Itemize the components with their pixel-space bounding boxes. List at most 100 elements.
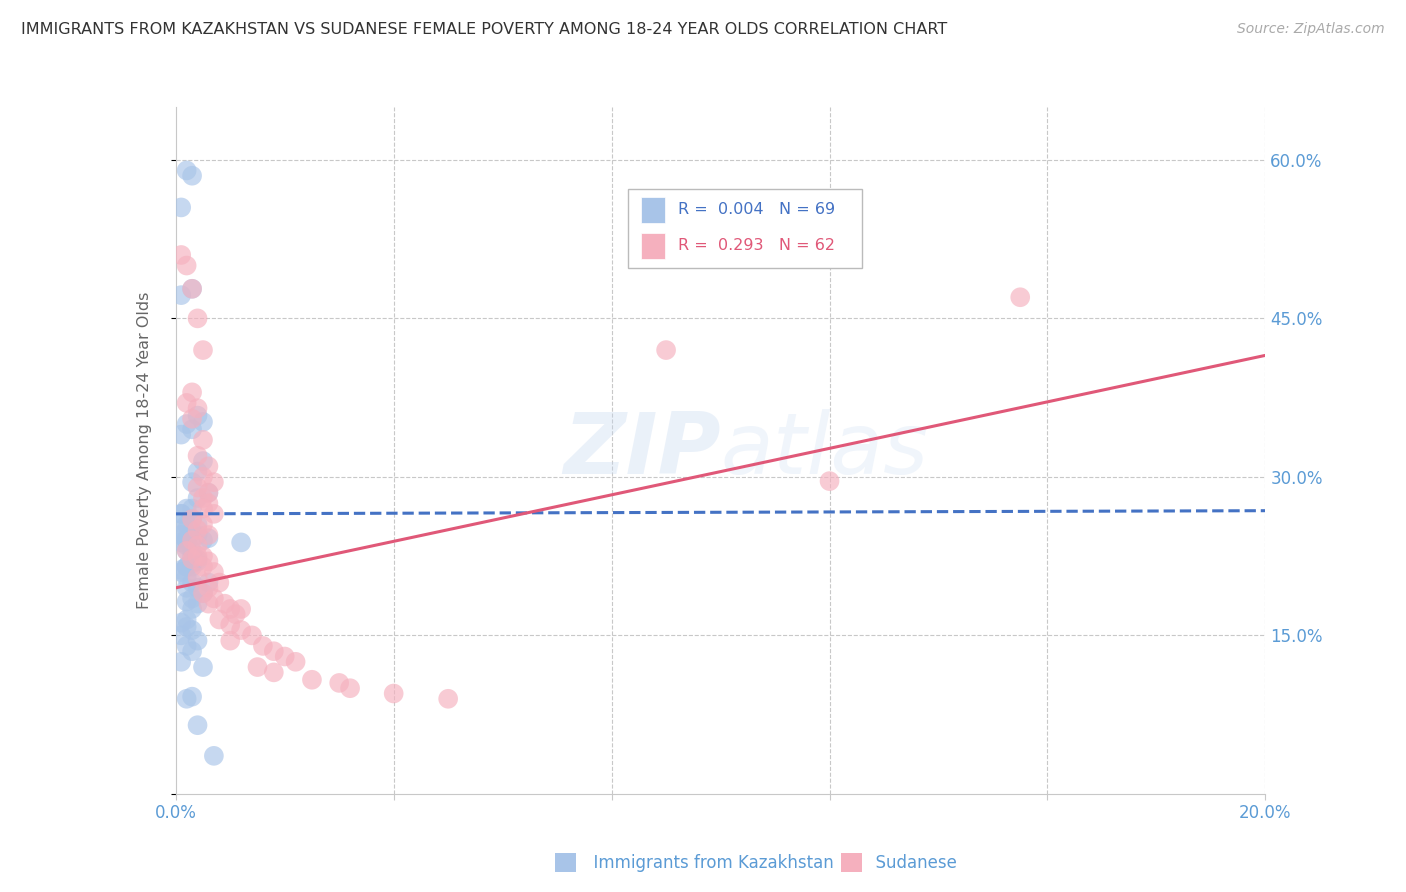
Point — [197, 485, 219, 500]
Point — [197, 459, 219, 474]
Point — [202, 591, 225, 606]
Point — [181, 690, 204, 704]
Point — [191, 501, 214, 516]
Point — [176, 559, 198, 574]
Point — [301, 673, 323, 687]
Point — [181, 552, 204, 566]
Point — [328, 676, 350, 690]
Point — [176, 570, 198, 584]
Point — [170, 628, 193, 642]
Point — [170, 563, 193, 577]
Point — [231, 623, 253, 637]
Point — [181, 602, 204, 616]
Point — [176, 533, 198, 548]
Point — [274, 649, 297, 664]
Point — [181, 512, 204, 526]
Point — [176, 691, 198, 706]
Point — [181, 623, 204, 637]
Point — [176, 163, 198, 178]
Point — [186, 570, 209, 584]
Point — [208, 613, 231, 627]
Point — [186, 597, 209, 611]
Point — [191, 454, 214, 468]
Text: R =  0.293   N = 62: R = 0.293 N = 62 — [678, 238, 835, 253]
Point — [214, 597, 236, 611]
Point — [197, 528, 219, 542]
Point — [176, 523, 198, 537]
Point — [181, 475, 204, 490]
Point — [186, 549, 209, 563]
Point — [181, 282, 204, 296]
Text: IMMIGRANTS FROM KAZAKHSTAN VS SUDANESE FEMALE POVERTY AMONG 18-24 YEAR OLDS CORR: IMMIGRANTS FROM KAZAKHSTAN VS SUDANESE F… — [21, 22, 948, 37]
Point — [818, 474, 841, 488]
Point — [191, 491, 214, 505]
Point — [246, 660, 269, 674]
Point — [181, 644, 204, 658]
Point — [186, 480, 209, 494]
Point — [208, 575, 231, 590]
Point — [186, 409, 209, 423]
Point — [181, 549, 204, 563]
Point — [176, 539, 198, 553]
Point — [186, 633, 209, 648]
Point — [170, 528, 193, 542]
Bar — [641, 233, 665, 259]
Point — [202, 748, 225, 763]
Point — [197, 597, 219, 611]
Point — [197, 575, 219, 590]
Point — [191, 586, 214, 600]
Point — [231, 602, 253, 616]
Point — [186, 539, 209, 553]
Point — [191, 559, 214, 574]
Point — [170, 248, 193, 262]
Point — [225, 607, 247, 622]
Point — [181, 422, 204, 436]
Point — [263, 665, 285, 680]
Point — [176, 613, 198, 627]
Point — [170, 288, 193, 302]
Point — [202, 475, 225, 490]
Point — [197, 531, 219, 545]
Point — [170, 615, 193, 630]
Point — [181, 512, 204, 526]
Point — [186, 491, 209, 505]
Point — [181, 385, 204, 400]
Point — [181, 557, 204, 571]
Point — [186, 554, 209, 568]
Point — [181, 533, 204, 548]
Text: Immigrants from Kazakhstan: Immigrants from Kazakhstan — [583, 855, 834, 872]
Point — [186, 528, 209, 542]
Point — [231, 535, 253, 549]
Point — [186, 523, 209, 537]
Point — [437, 691, 460, 706]
Point — [181, 575, 204, 590]
Point — [219, 602, 242, 616]
Text: Sudanese: Sudanese — [865, 855, 956, 872]
Point — [197, 496, 219, 510]
Point — [191, 343, 214, 357]
Point — [181, 501, 204, 516]
Point — [176, 417, 198, 431]
Point — [176, 396, 198, 410]
Point — [176, 620, 198, 634]
Point — [655, 343, 678, 357]
Point — [170, 201, 193, 215]
Point — [202, 565, 225, 579]
Point — [197, 581, 219, 595]
Point — [170, 507, 193, 521]
Point — [176, 517, 198, 532]
Point — [186, 465, 209, 479]
Point — [181, 282, 204, 296]
Point — [176, 501, 198, 516]
FancyBboxPatch shape — [628, 189, 862, 268]
Point — [176, 581, 198, 595]
Point — [181, 524, 204, 539]
Point — [181, 559, 204, 574]
Point — [197, 485, 219, 500]
Text: atlas: atlas — [721, 409, 928, 492]
Text: R =  0.004   N = 69: R = 0.004 N = 69 — [678, 202, 835, 217]
Bar — [641, 196, 665, 223]
Point — [170, 565, 193, 579]
Point — [191, 470, 214, 484]
Point — [191, 433, 214, 447]
